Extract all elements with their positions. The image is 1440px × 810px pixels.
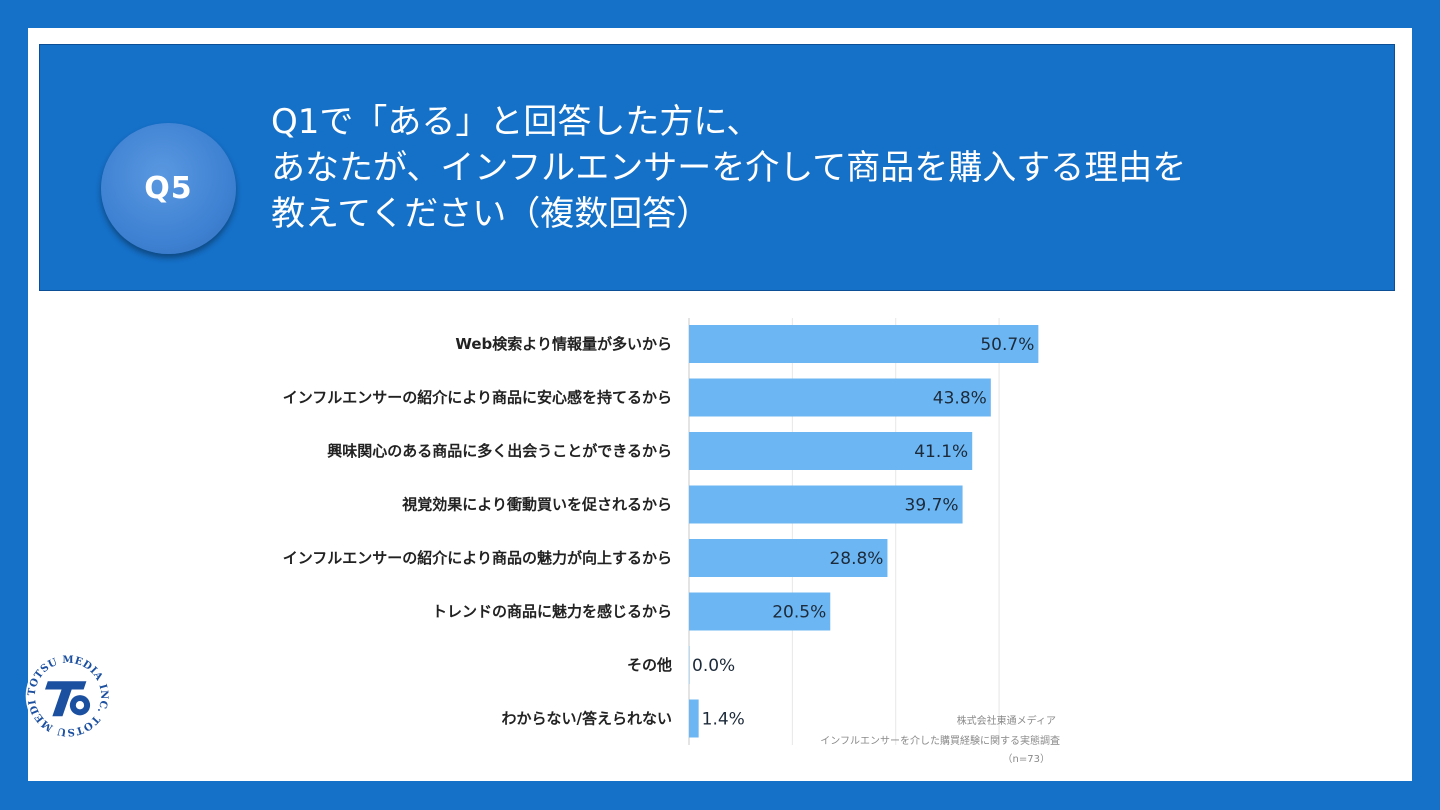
value-label: 50.7% — [980, 335, 1034, 355]
category-label: インフルエンサーの紹介により商品に安心感を持てるから — [283, 389, 672, 407]
value-label: 0.0% — [692, 656, 735, 676]
value-label: 20.5% — [772, 603, 826, 623]
question-badge-label: Q5 — [144, 171, 193, 206]
credit-survey: インフルエンサーを介した購買経験に関する実態調査 — [820, 734, 1060, 747]
credit-sample-size: （n=73） — [1003, 753, 1050, 765]
value-label: 43.8% — [933, 389, 987, 409]
totsu-media-logo: TOTSU MEDIA INC. TOTSU MEDIA INC. — [22, 650, 111, 739]
bar — [689, 699, 699, 738]
value-label: 1.4% — [702, 710, 745, 730]
value-label: 39.7% — [905, 496, 959, 516]
bar — [689, 485, 963, 524]
category-label: 興味関心のある商品に多く出会うことができるから — [327, 442, 672, 460]
category-label: わからない/答えられない — [502, 710, 672, 728]
credit-company: 株式会社東通メディア — [957, 714, 1056, 727]
value-label: 28.8% — [829, 549, 883, 569]
category-label: トレンドの商品に魅力を感じるから — [432, 603, 672, 621]
bar — [689, 646, 690, 684]
logo-mark-icon — [45, 681, 91, 717]
bar — [689, 325, 1039, 363]
category-label: Web検索より情報量が多いから — [455, 335, 672, 353]
value-label: 41.1% — [914, 442, 968, 462]
question-header: Q5 Q1で「ある」と回答した方に、 あなたが、インフルエンサーを介して商品を購… — [39, 44, 1395, 291]
slide: Q5 Q1で「ある」と回答した方に、 あなたが、インフルエンサーを介して商品を購… — [28, 28, 1412, 781]
bar — [689, 378, 991, 417]
question-text: Q1で「ある」と回答した方に、 あなたが、インフルエンサーを介して商品を購入する… — [271, 99, 1371, 237]
category-label: インフルエンサーの紹介により商品の魅力が向上するから — [283, 549, 672, 567]
question-line-1: Q1で「ある」と回答した方に、 — [271, 102, 761, 142]
question-line-3: 教えてください（複数回答） — [271, 194, 711, 234]
bar — [689, 592, 831, 631]
category-label: その他 — [627, 656, 672, 674]
category-label: 視覚効果により衝動買いを促されるから — [401, 496, 672, 514]
question-line-2: あなたが、インフルエンサーを介して商品を購入する理由を — [271, 148, 1187, 188]
bar — [689, 432, 973, 470]
bar — [689, 539, 888, 577]
question-badge: Q5 — [101, 123, 236, 254]
